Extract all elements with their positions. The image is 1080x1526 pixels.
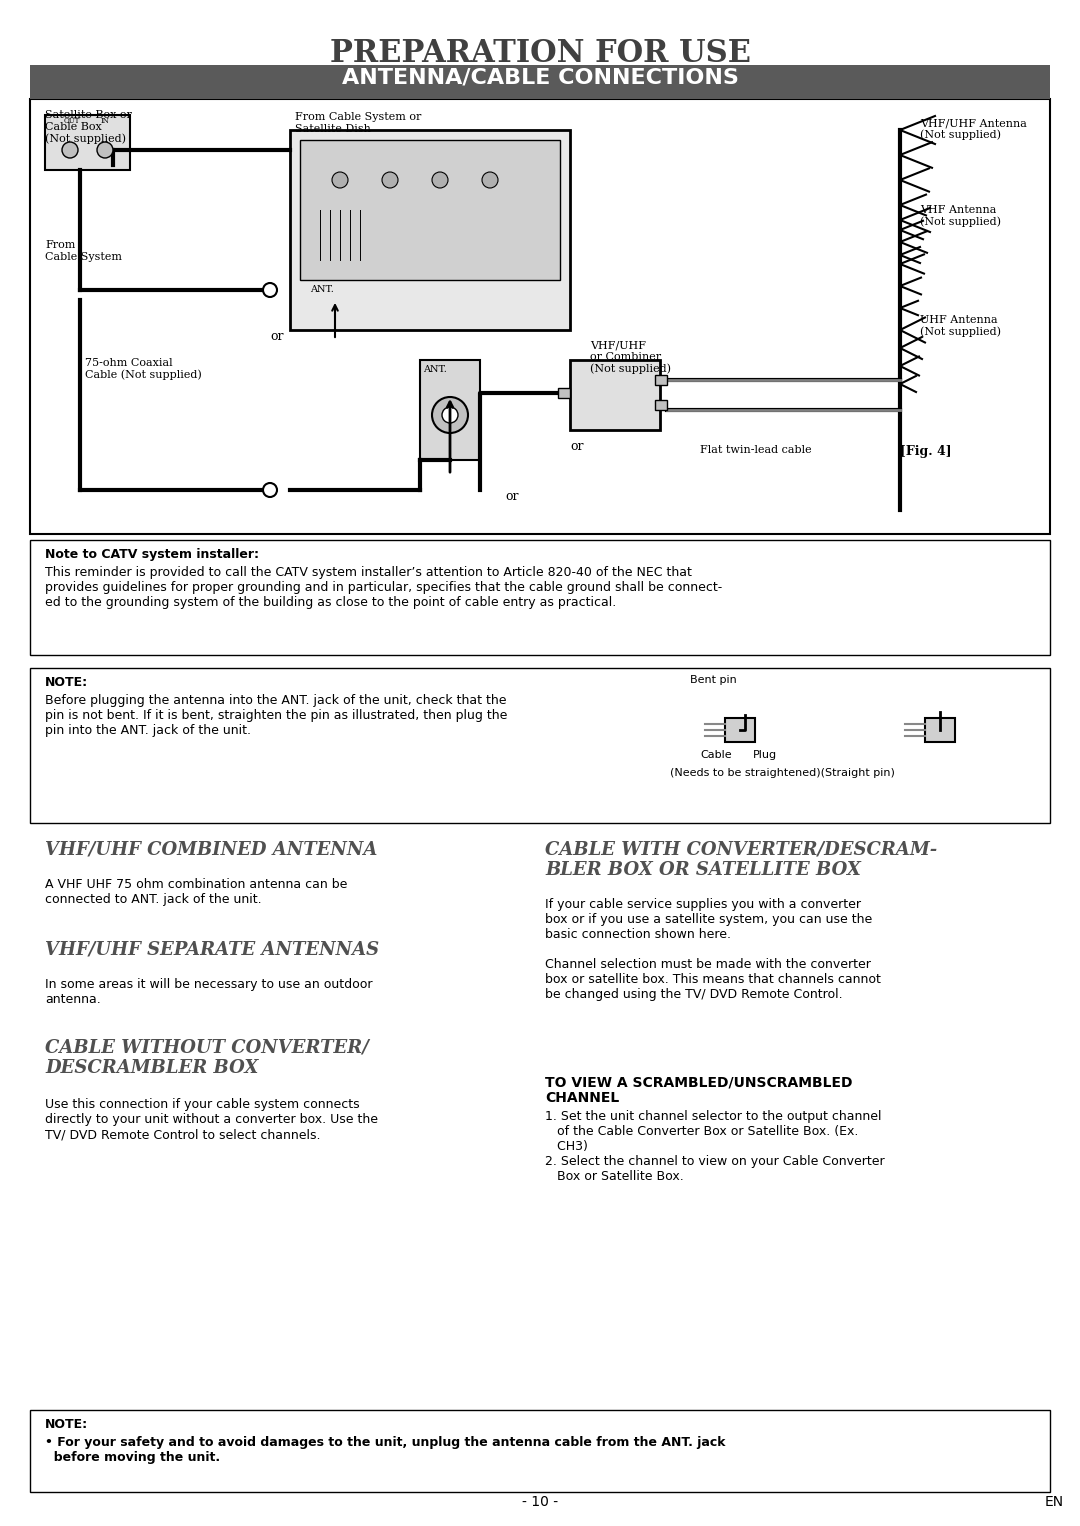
Text: This reminder is provided to call the CATV system installer’s attention to Artic: This reminder is provided to call the CA… <box>45 566 723 609</box>
Circle shape <box>332 172 348 188</box>
Circle shape <box>97 142 113 159</box>
Text: In some areas it will be necessary to use an outdoor
antenna.: In some areas it will be necessary to us… <box>45 978 373 1006</box>
Text: CABLE WITH CONVERTER/DESCRAM-
BLER BOX OR SATELLITE BOX: CABLE WITH CONVERTER/DESCRAM- BLER BOX O… <box>545 839 937 879</box>
Text: ANTENNA/CABLE CONNECTIONS: ANTENNA/CABLE CONNECTIONS <box>341 67 739 87</box>
Text: VHF/UHF COMBINED ANTENNA: VHF/UHF COMBINED ANTENNA <box>45 839 377 858</box>
Text: or: or <box>505 490 518 504</box>
Text: Before plugging the antenna into the ANT. jack of the unit, check that the
pin i: Before plugging the antenna into the ANT… <box>45 694 508 737</box>
Text: Note to CATV system installer:: Note to CATV system installer: <box>45 548 259 562</box>
Text: Satellite Box or
Cable Box
(Not supplied): Satellite Box or Cable Box (Not supplied… <box>45 110 132 143</box>
Bar <box>654 375 667 385</box>
Text: Cable: Cable <box>700 749 731 760</box>
Circle shape <box>432 172 448 188</box>
Circle shape <box>382 172 399 188</box>
Text: VHF/UHF
or Combiner
(Not supplied): VHF/UHF or Combiner (Not supplied) <box>590 340 671 374</box>
Text: CABLE WITHOUT CONVERTER/
DESCRAMBLER BOX: CABLE WITHOUT CONVERTER/ DESCRAMBLER BOX <box>45 1038 369 1077</box>
Bar <box>570 360 660 430</box>
Text: or: or <box>270 330 283 343</box>
Circle shape <box>442 407 458 423</box>
Text: OUT: OUT <box>64 118 80 125</box>
Text: VHF/UHF SEPARATE ANTENNAS: VHF/UHF SEPARATE ANTENNAS <box>45 940 379 958</box>
Text: EN: EN <box>1045 1495 1064 1509</box>
Circle shape <box>264 484 276 497</box>
Text: 1. Set the unit channel selector to the output channel
   of the Cable Converter: 1. Set the unit channel selector to the … <box>545 1109 885 1183</box>
Bar <box>30 540 1050 655</box>
Text: • For your safety and to avoid damages to the unit, unplug the antenna cable fro: • For your safety and to avoid damages t… <box>45 1436 726 1463</box>
Bar <box>30 668 1050 823</box>
Text: From
Cable System: From Cable System <box>45 240 122 261</box>
Text: ANT.: ANT. <box>423 365 447 374</box>
Text: - 10 -: - 10 - <box>522 1495 558 1509</box>
Bar <box>558 388 570 398</box>
Text: Bent pin: Bent pin <box>690 674 737 685</box>
Text: UHF Antenna
(Not supplied): UHF Antenna (Not supplied) <box>920 314 1001 337</box>
Bar <box>924 719 955 742</box>
Bar <box>30 99 1050 534</box>
Text: VHF/UHF Antenna
(Not supplied): VHF/UHF Antenna (Not supplied) <box>920 118 1027 140</box>
Bar <box>291 130 570 330</box>
Text: From Cable System or
Satellite Dish: From Cable System or Satellite Dish <box>295 111 421 134</box>
Text: Use this connection if your cable system connects
directly to your unit without : Use this connection if your cable system… <box>45 1099 378 1141</box>
Text: PREPARATION FOR USE: PREPARATION FOR USE <box>329 38 751 69</box>
Text: VHF Antenna
(Not supplied): VHF Antenna (Not supplied) <box>920 204 1001 227</box>
Bar <box>725 719 755 742</box>
Circle shape <box>432 397 468 433</box>
Bar <box>420 360 480 459</box>
Text: TO VIEW A SCRAMBLED/UNSCRAMBLED
CHANNEL: TO VIEW A SCRAMBLED/UNSCRAMBLED CHANNEL <box>545 1074 852 1105</box>
Text: 75-ohm Coaxial
Cable (Not supplied): 75-ohm Coaxial Cable (Not supplied) <box>85 359 202 380</box>
Text: (Needs to be straightened)(Straight pin): (Needs to be straightened)(Straight pin) <box>670 768 895 778</box>
Text: NOTE:: NOTE: <box>45 1418 89 1431</box>
Bar <box>654 400 667 410</box>
Text: IN: IN <box>100 118 109 125</box>
Text: If your cable service supplies you with a converter
box or if you use a satellit: If your cable service supplies you with … <box>545 897 881 1001</box>
Bar <box>30 66 1050 99</box>
Circle shape <box>482 172 498 188</box>
Text: ANT.: ANT. <box>310 285 334 295</box>
Text: NOTE:: NOTE: <box>45 676 89 690</box>
Text: Flat twin-lead cable: Flat twin-lead cable <box>700 446 812 455</box>
Text: [Fig. 4]: [Fig. 4] <box>900 446 951 458</box>
Text: A VHF UHF 75 ohm combination antenna can be
connected to ANT. jack of the unit.: A VHF UHF 75 ohm combination antenna can… <box>45 877 348 906</box>
Bar <box>30 1410 1050 1492</box>
Bar <box>300 140 561 279</box>
Bar <box>45 114 130 169</box>
Text: Plug: Plug <box>753 749 778 760</box>
Circle shape <box>264 282 276 298</box>
Circle shape <box>62 142 78 159</box>
Text: or: or <box>570 439 583 453</box>
